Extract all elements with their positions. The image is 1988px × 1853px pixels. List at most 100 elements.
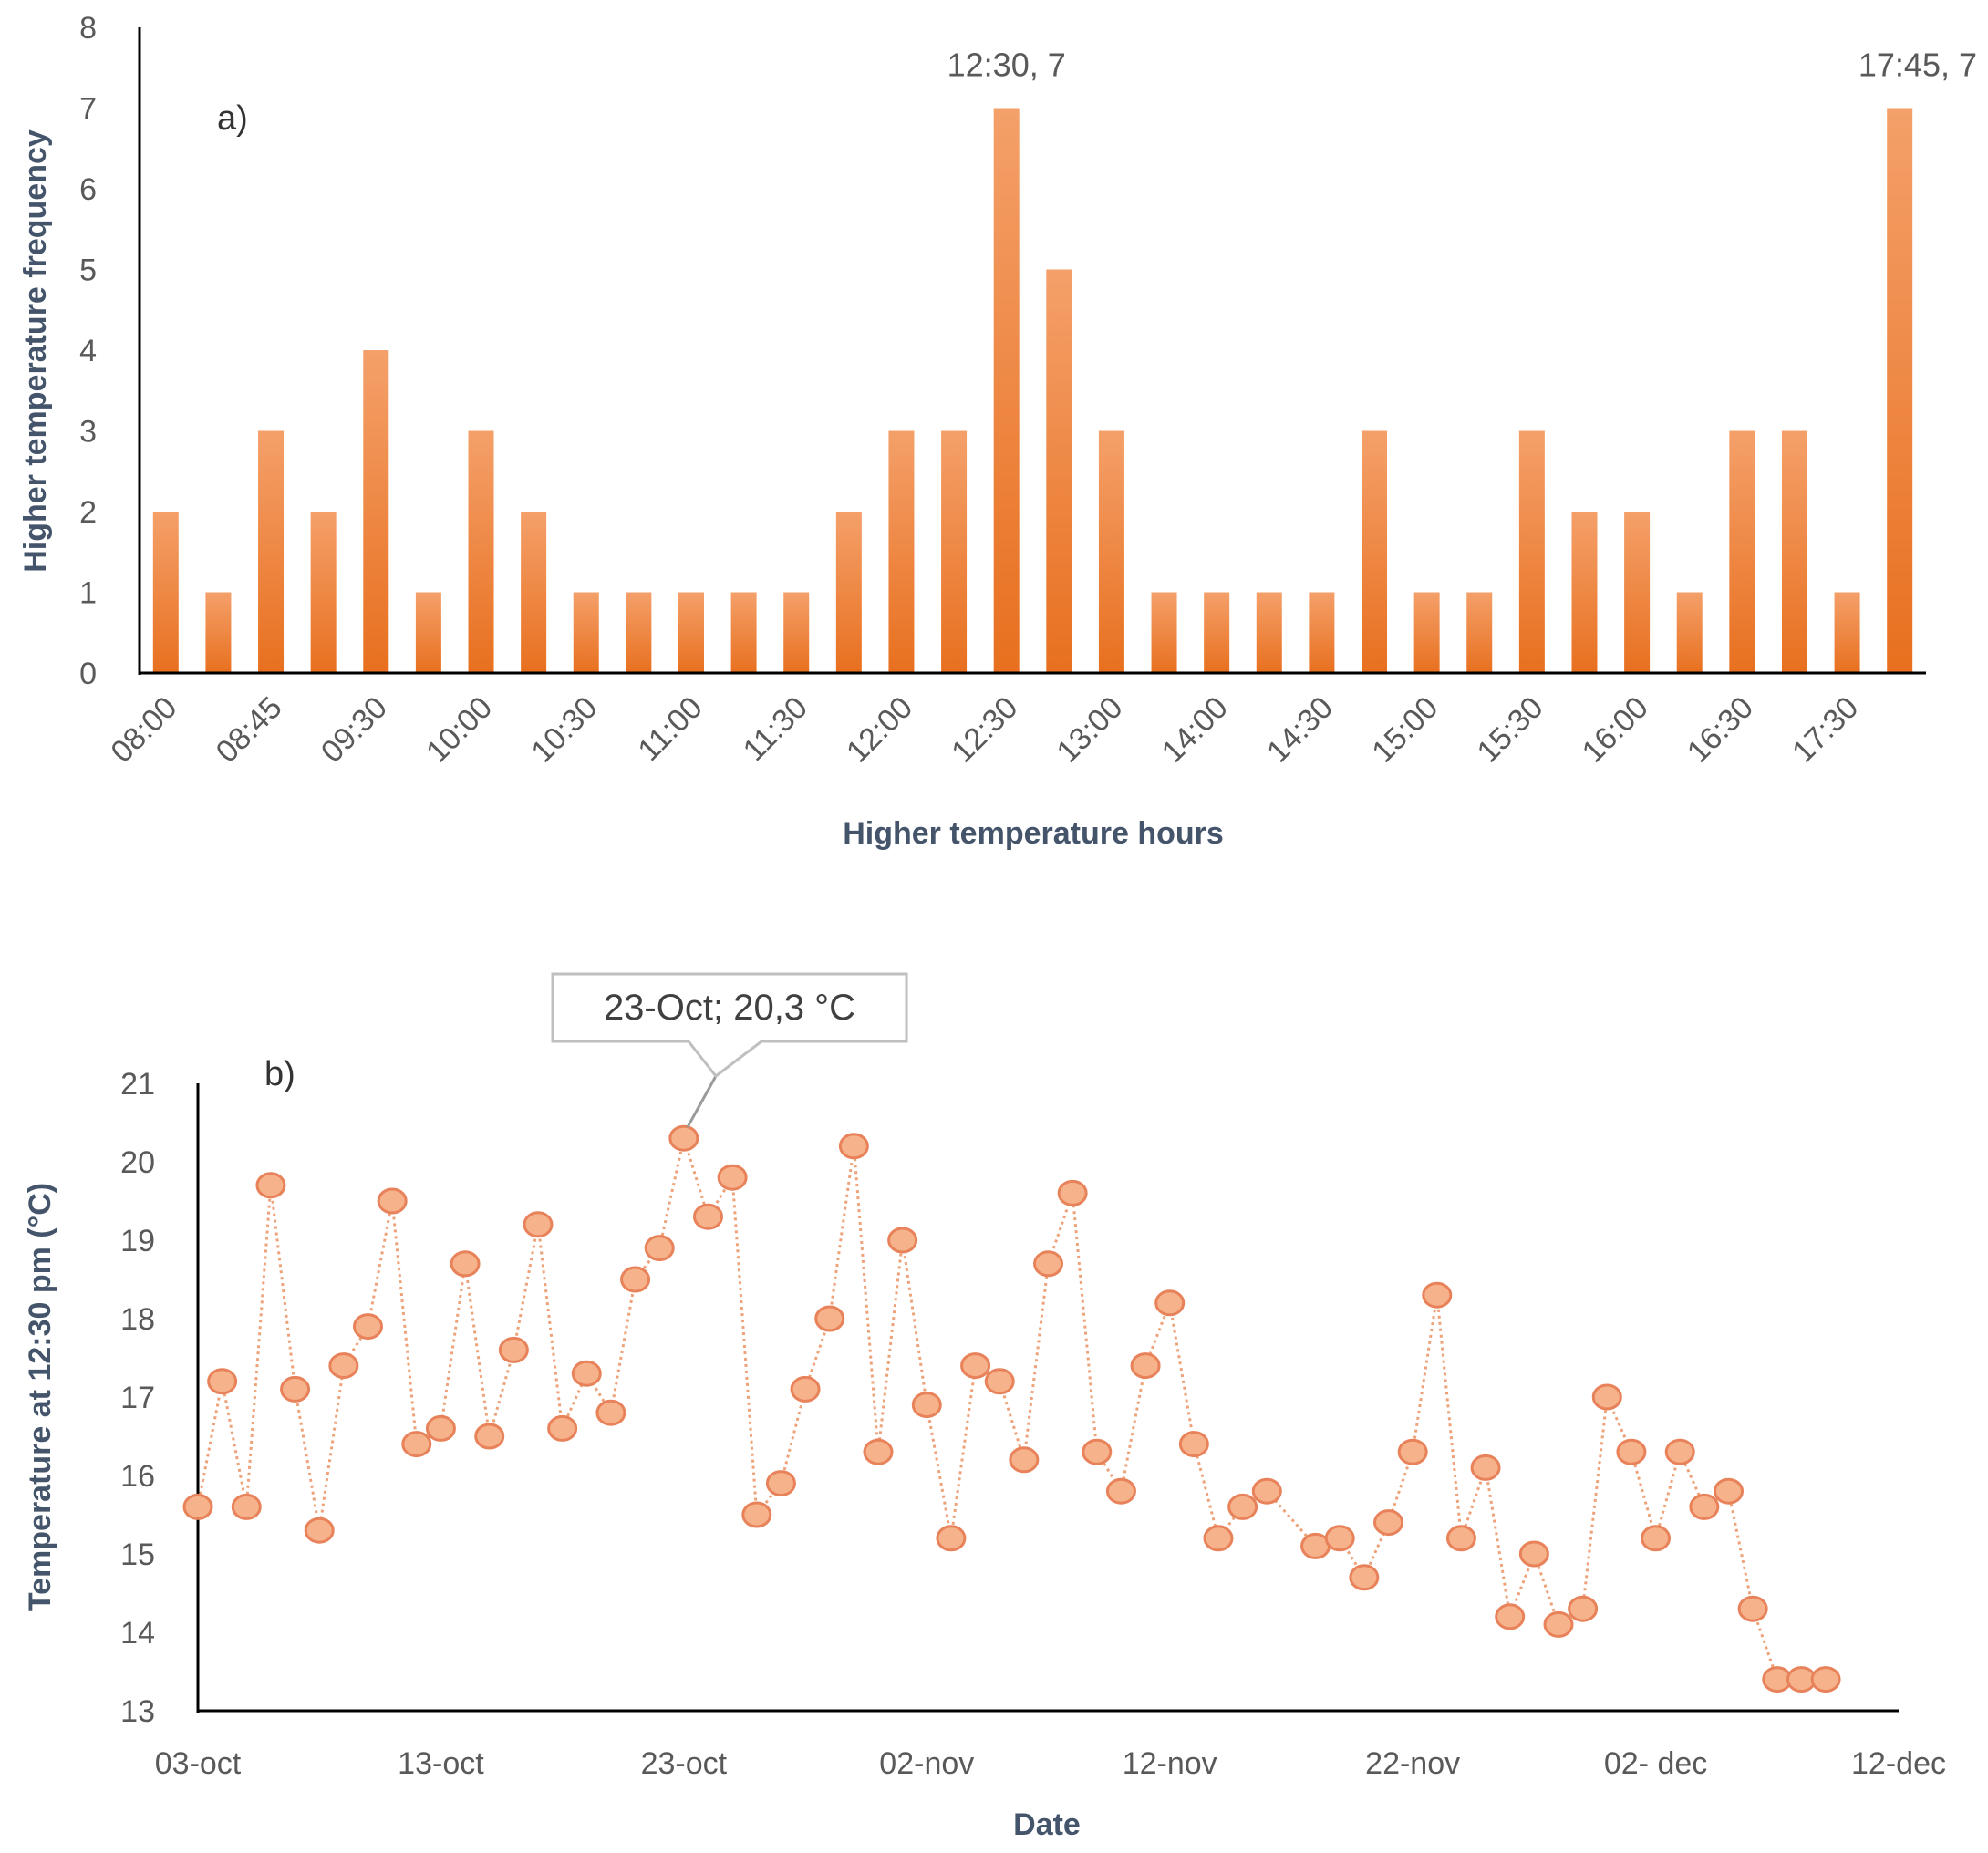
data-point: [450, 1250, 481, 1278]
data-point: [1130, 1352, 1161, 1380]
data-point: [1543, 1610, 1574, 1638]
bar-0945: [415, 592, 441, 673]
x-tick-labels: 03-oct 13-oct 23-oct 02-nov 12-nov 22-nov 02- …: [155, 1746, 1946, 1781]
bar-1615: [1676, 592, 1703, 673]
bar-0900: [310, 512, 337, 673]
y-tick-label: 8: [79, 11, 97, 46]
y-tick-label: 1: [79, 576, 97, 611]
x-tick-label: 13:00: [1051, 690, 1130, 770]
data-point: [644, 1235, 675, 1262]
bar-0930: [363, 350, 389, 673]
bar-1130: [783, 592, 810, 673]
data-point: [1178, 1431, 1209, 1458]
bar-0845: [258, 430, 285, 673]
bar-chart-panel: a) 0 1 2 3 4 5 6 7 8 12:30, 7 17:45, 7 08:00 08:45…: [18, 11, 1977, 851]
callout-text: 23-Oct; 20,3 °C: [604, 988, 855, 1028]
y-tick-label: 5: [79, 254, 97, 288]
data-point: [668, 1124, 699, 1152]
bar-1330: [1151, 592, 1177, 673]
data-point: [717, 1164, 748, 1191]
data-point: [304, 1517, 335, 1544]
data-point: [1009, 1446, 1040, 1474]
y-axis-title: Temperature at 12:30 pm (°C): [23, 1183, 57, 1611]
x-tick-label: 16:00: [1576, 690, 1655, 770]
bar-1300: [1098, 430, 1124, 673]
data-point: [182, 1493, 213, 1520]
data-point: [984, 1368, 1015, 1395]
bar-1415: [1256, 592, 1282, 673]
bar-1530: [1518, 430, 1545, 673]
bar-1145: [835, 512, 862, 673]
x-tick-label: 23-oct: [641, 1746, 728, 1781]
data-point: [741, 1501, 772, 1528]
panel-b-label: b): [264, 1055, 295, 1093]
data-point: [231, 1493, 262, 1520]
data-point: [1518, 1540, 1549, 1568]
data-point: [1495, 1603, 1526, 1630]
bar-1200: [888, 430, 915, 673]
y-tick-label: 14: [120, 1616, 155, 1651]
data-point: [1373, 1509, 1403, 1537]
data-point: [790, 1375, 821, 1403]
bar-1100: [678, 592, 704, 673]
bar-1015: [521, 512, 547, 673]
data-point: [474, 1423, 505, 1450]
y-tick-label: 19: [120, 1224, 155, 1258]
data-point: [1082, 1438, 1113, 1465]
bar-data-label: 17:45, 7: [1859, 47, 1977, 84]
y-tick-label: 15: [120, 1537, 155, 1572]
bar-1730: [1834, 592, 1860, 673]
x-tick-label: 15:00: [1365, 690, 1444, 770]
temperature-points: [182, 1124, 1841, 1693]
data-point: [1349, 1564, 1380, 1591]
x-axis-title: Higher temperature hours: [843, 816, 1224, 851]
bar-1645: [1781, 430, 1807, 673]
panel-a-label: a): [217, 99, 248, 138]
y-tick-labels: 13 14 15 16 17 18 19 20 21: [120, 1067, 155, 1729]
bar-1030: [573, 592, 599, 673]
data-point: [1616, 1438, 1647, 1465]
bar-1515: [1466, 592, 1493, 673]
bar-0815: [205, 592, 232, 673]
data-point: [1324, 1525, 1355, 1552]
data-point: [838, 1133, 869, 1160]
data-point: [328, 1352, 359, 1380]
y-tick-label: 7: [79, 92, 97, 127]
data-point: [620, 1266, 651, 1293]
data-point: [960, 1352, 991, 1380]
x-tick-label: 15:30: [1470, 690, 1549, 770]
data-point: [523, 1211, 554, 1238]
data-point: [1154, 1289, 1186, 1317]
callout-box: [551, 972, 908, 1079]
bar-1545: [1571, 512, 1598, 673]
bar-1245: [1046, 269, 1072, 673]
x-tick-label: 12:30: [945, 690, 1024, 770]
data-point: [401, 1431, 432, 1458]
bar-1115: [730, 592, 757, 673]
x-tick-label: 13-oct: [398, 1746, 484, 1781]
data-point: [353, 1313, 383, 1341]
x-tick-label: 09:30: [315, 690, 394, 770]
bar-1000: [468, 430, 494, 673]
x-tick-label: 03-oct: [155, 1746, 242, 1781]
bar-1630: [1729, 430, 1755, 673]
callout-leader-line: [686, 1075, 718, 1128]
y-tick-label: 20: [120, 1145, 155, 1180]
data-point: [1810, 1666, 1841, 1693]
data-point: [1057, 1179, 1088, 1206]
x-tick-label: 08:45: [210, 690, 289, 770]
y-tick-label: 13: [120, 1694, 155, 1729]
data-point: [911, 1392, 942, 1419]
data-point: [1251, 1477, 1282, 1505]
data-point: [693, 1203, 723, 1230]
data-point: [255, 1172, 286, 1199]
max-temperature-callout: 23-Oct; 20,3 °C: [551, 972, 908, 1128]
data-point: [1105, 1477, 1136, 1505]
x-tick-label: 16:30: [1681, 690, 1760, 770]
data-point: [280, 1375, 311, 1403]
data-point: [547, 1414, 578, 1442]
data-point: [1470, 1454, 1501, 1481]
data-point: [936, 1525, 967, 1552]
y-tick-labels: 0 1 2 3 4 5 6 7 8: [79, 11, 97, 691]
x-tick-label: 17:30: [1786, 690, 1865, 770]
